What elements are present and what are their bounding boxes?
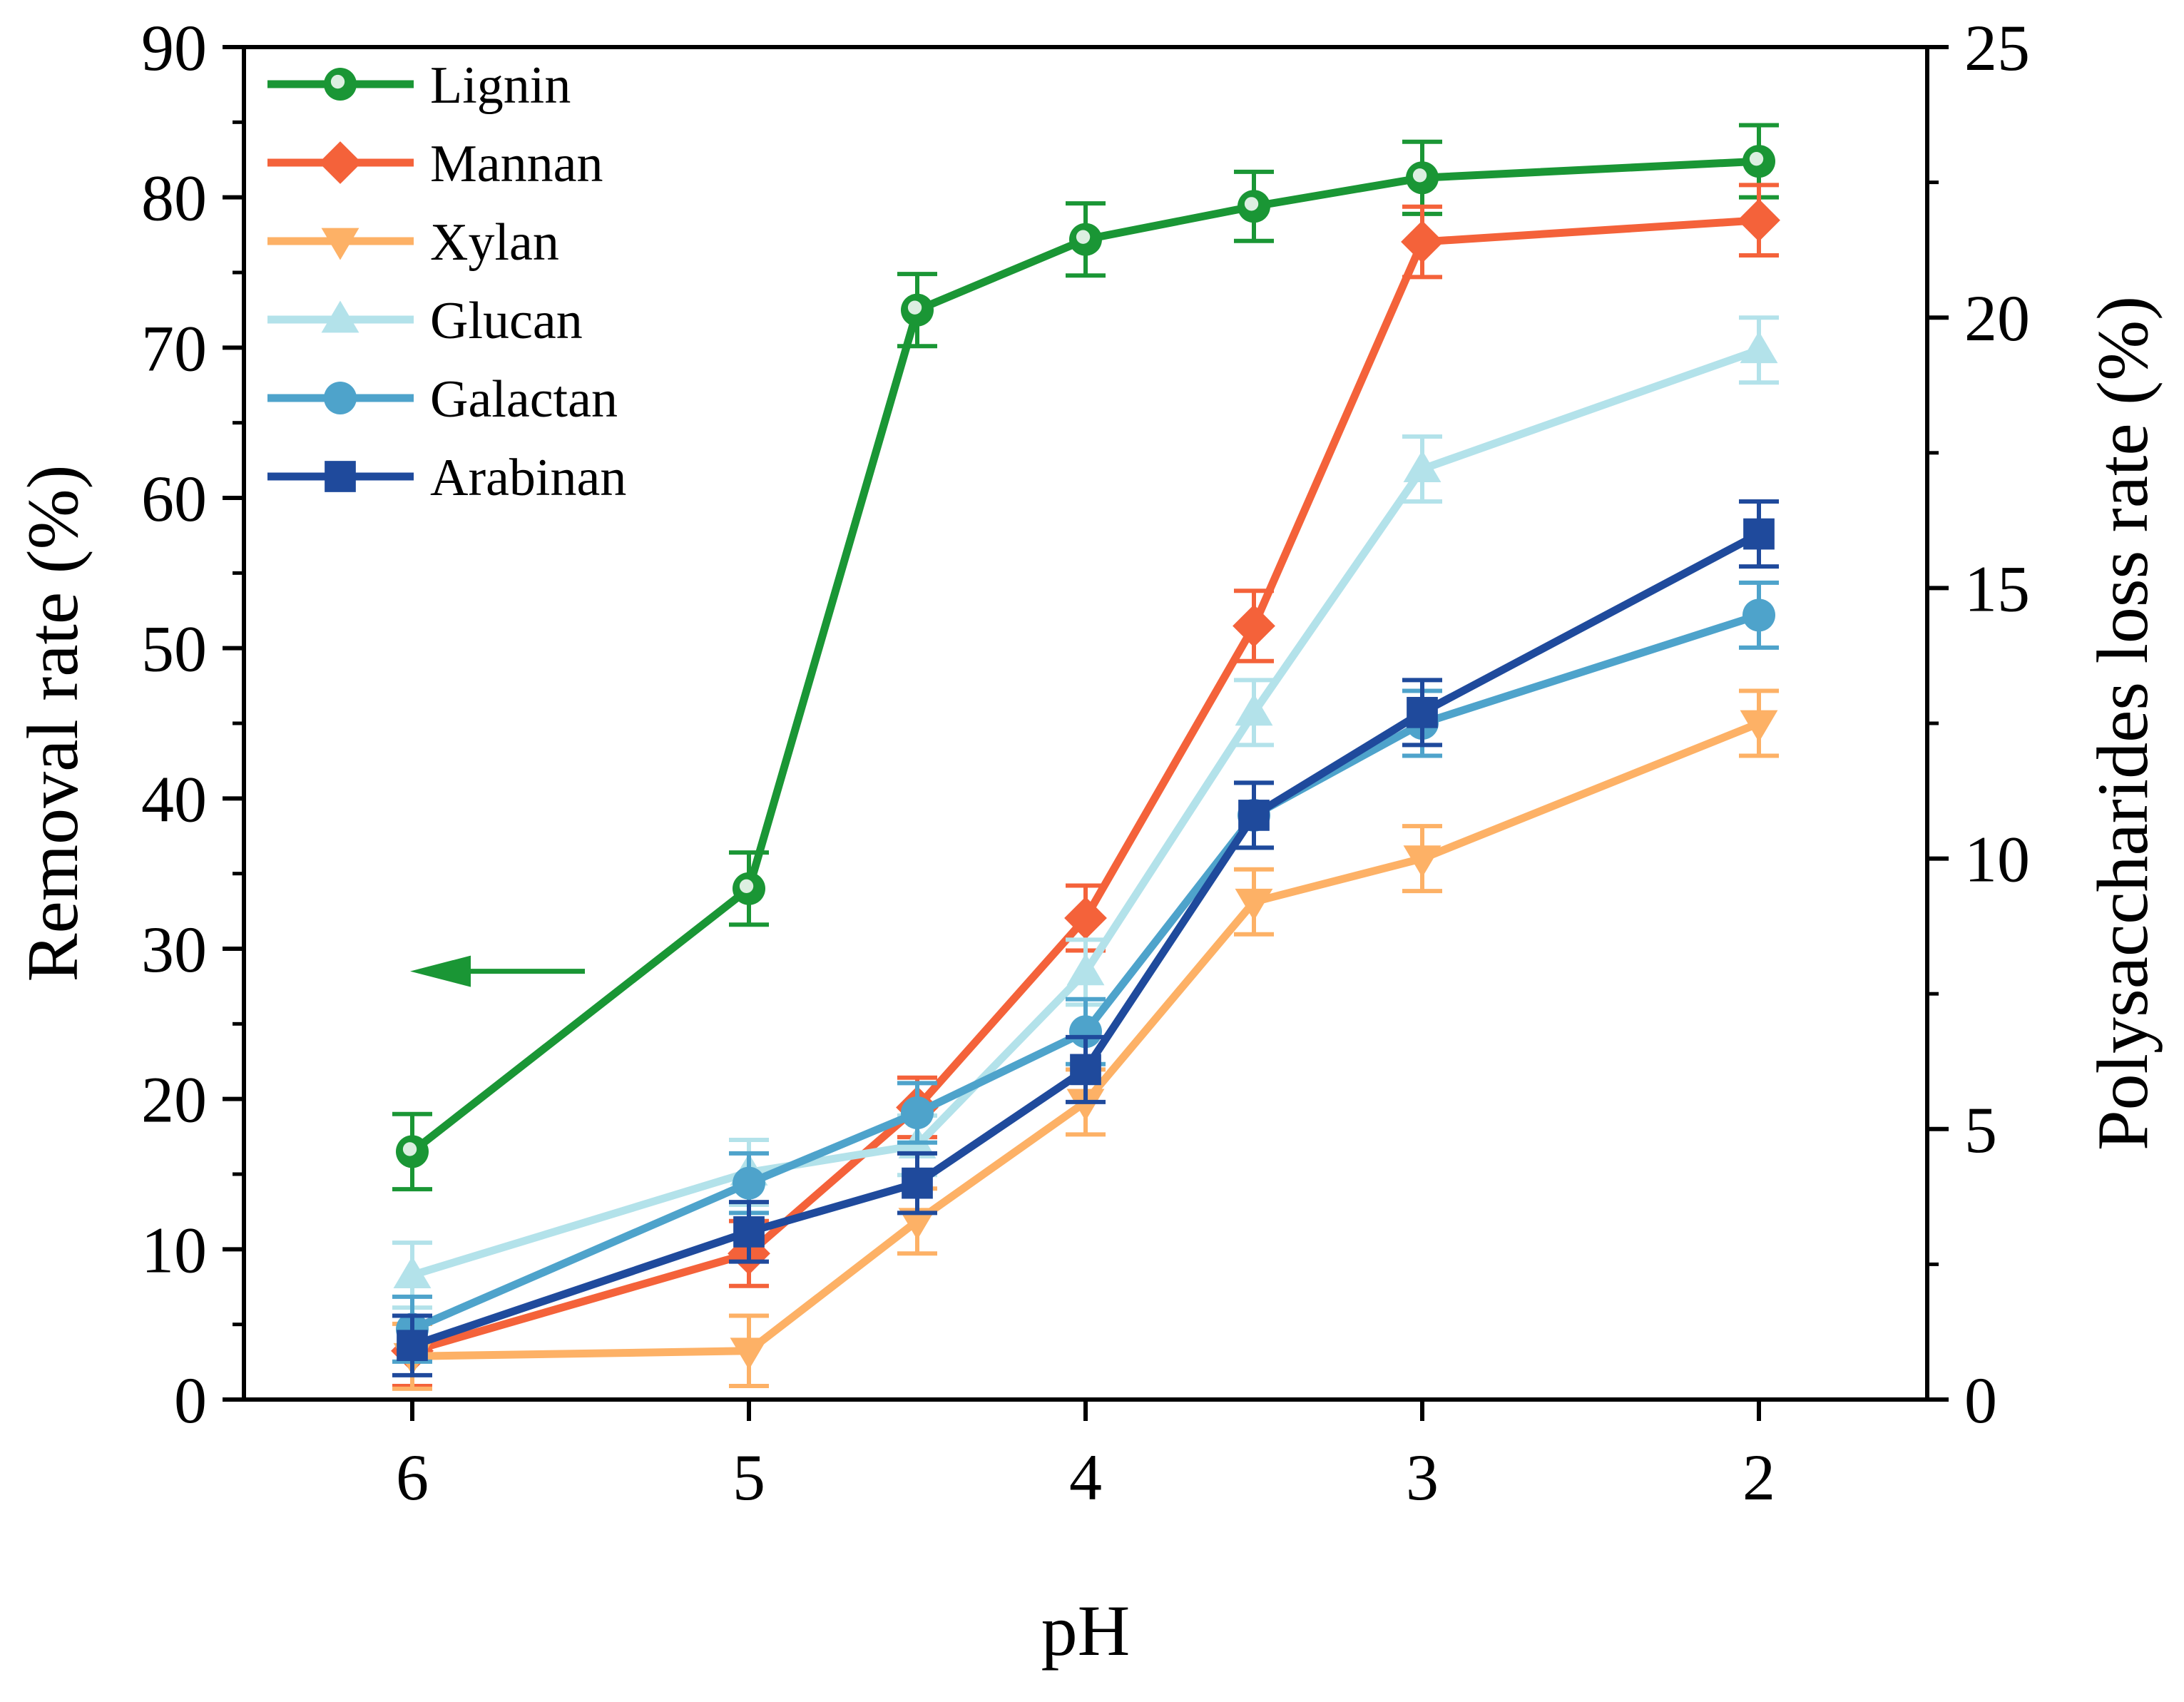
arabinan-point <box>902 1167 933 1199</box>
y2-axis-title: Polysaccharides loss rate (%) <box>2083 296 2163 1151</box>
marker-highlight <box>402 1142 417 1156</box>
y2-tick-label: 0 <box>1964 1364 1997 1437</box>
legend-swatch-marker <box>325 461 356 492</box>
x-tick-label: 4 <box>1069 1441 1102 1514</box>
y2-tick-label: 25 <box>1964 11 2030 84</box>
xylan-point <box>730 1337 768 1370</box>
series-mannan <box>391 183 1780 1389</box>
x-tick-label: 2 <box>1742 1441 1775 1514</box>
y-tick-label: 80 <box>141 162 207 235</box>
galactan-point <box>1069 1015 1102 1049</box>
xylan-point <box>1740 710 1778 743</box>
legend-label: Mannan <box>430 135 603 193</box>
glucan-point <box>1235 693 1273 726</box>
marker-highlight <box>1244 197 1259 211</box>
x-axis-title: pH <box>1041 1591 1131 1671</box>
legend-swatch-marker <box>319 141 362 184</box>
legend-item-lignin: Lignin <box>267 56 571 115</box>
series-arabinan <box>392 499 1779 1377</box>
x-axis: 6 5 4 3 2 <box>396 1400 1775 1514</box>
legend-swatch-marker <box>324 382 357 414</box>
legend-label: Arabinan <box>430 449 626 507</box>
y-axis-title: Removal rate (%) <box>13 464 93 982</box>
mannan-point <box>1233 604 1275 648</box>
y-tick-label: 90 <box>141 11 207 84</box>
xylan-point <box>1235 888 1273 921</box>
left-axis-arrow-head <box>410 955 471 987</box>
y-tick-label: 20 <box>141 1064 207 1136</box>
glucan-point <box>1066 953 1105 986</box>
y-tick-label: 0 <box>174 1364 207 1437</box>
legend-item-arabinan: Arabinan <box>267 449 626 507</box>
plot-area <box>242 45 1929 1402</box>
marker-highlight <box>1076 230 1091 244</box>
legend-label: Glucan <box>430 292 583 350</box>
y-tick-label: 60 <box>141 462 207 535</box>
galactan-point <box>1742 598 1775 632</box>
series-lignin <box>392 123 1779 1192</box>
galactan-point <box>901 1096 934 1130</box>
legend-label: Galactan <box>430 370 618 429</box>
mannan-point <box>1064 897 1107 939</box>
y-axis-right: 0 5 10 15 20 25 <box>1927 11 2030 1437</box>
arabinan-point <box>1407 696 1438 728</box>
marker-highlight <box>739 879 754 893</box>
x-tick-label: 6 <box>396 1441 429 1514</box>
arabinan-point <box>397 1330 428 1362</box>
arabinan-point <box>1070 1054 1101 1086</box>
legend-label: Xylan <box>430 213 559 272</box>
legend-label: Lignin <box>430 56 571 115</box>
mannan-point <box>1401 220 1444 263</box>
marker-highlight <box>907 300 922 315</box>
legend-item-galactan: Galactan <box>267 370 618 429</box>
y-tick-label: 10 <box>141 1213 207 1286</box>
marker-highlight <box>330 74 345 89</box>
xylan-point <box>898 1208 937 1240</box>
xylan-point <box>1066 1089 1105 1121</box>
glucan-point <box>1403 450 1441 482</box>
y-axis-left: 0 10 20 30 40 50 60 70 80 90 <box>141 11 244 1437</box>
x-tick-label: 5 <box>733 1441 765 1514</box>
arabinan-point <box>733 1216 765 1248</box>
legend-item-xylan: Xylan <box>267 213 559 272</box>
glucan-point <box>1740 331 1778 364</box>
legend-swatch-marker <box>321 300 359 333</box>
y-tick-label: 40 <box>141 763 207 835</box>
marker-highlight <box>1749 151 1764 166</box>
y2-tick-label: 5 <box>1964 1094 1997 1166</box>
galactan-point <box>733 1166 765 1200</box>
y-tick-label: 70 <box>141 312 207 384</box>
xylan-point <box>1403 845 1441 878</box>
y2-tick-label: 20 <box>1964 282 2030 355</box>
legend-swatch-marker <box>321 228 359 260</box>
y2-tick-label: 10 <box>1964 823 2030 896</box>
x-tick-label: 3 <box>1406 1441 1439 1514</box>
y-tick-label: 30 <box>141 913 207 986</box>
series-layer <box>391 123 1780 1391</box>
legend-item-glucan: Glucan <box>267 292 583 350</box>
legend: Lignin Mannan Xylan Glucan Galactan Arabinan <box>267 56 626 507</box>
arabinan-point <box>1743 518 1775 550</box>
y-tick-label: 50 <box>141 613 207 686</box>
legend-item-mannan: Mannan <box>267 135 603 193</box>
arabinan-point <box>1238 800 1270 831</box>
y2-tick-label: 15 <box>1964 552 2030 625</box>
mannan-point <box>1737 198 1780 242</box>
marker-highlight <box>1412 168 1427 183</box>
glucan-point <box>393 1256 432 1288</box>
